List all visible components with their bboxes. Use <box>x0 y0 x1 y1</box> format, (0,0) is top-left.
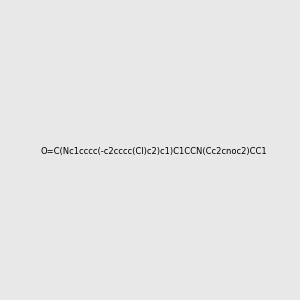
Text: O=C(Nc1cccc(-c2cccc(Cl)c2)c1)C1CCN(Cc2cnoc2)CC1: O=C(Nc1cccc(-c2cccc(Cl)c2)c1)C1CCN(Cc2cn… <box>40 147 267 156</box>
